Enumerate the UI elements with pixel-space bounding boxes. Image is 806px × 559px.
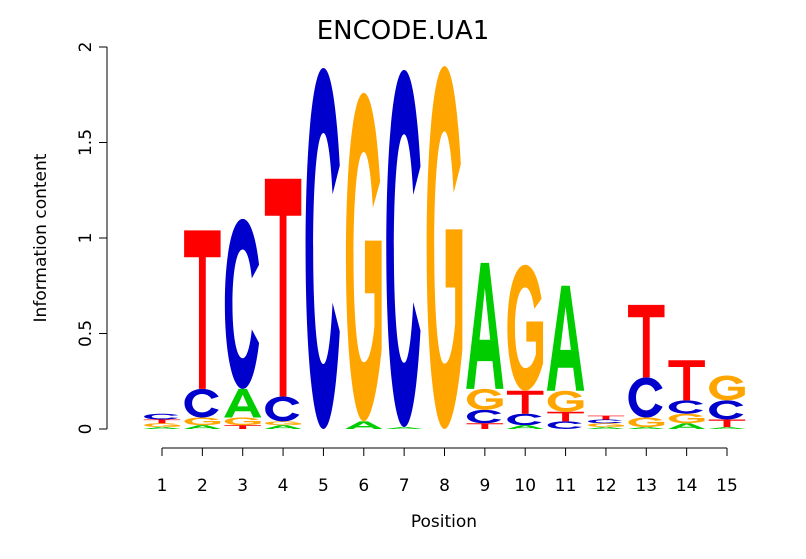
logo-letter-C — [668, 400, 703, 414]
letter-stack — [627, 304, 665, 429]
logo-letter-T — [506, 390, 544, 414]
x-axis: 1 2 3 4 5 6 7 8 9 10 11 12 13 14 15 — [157, 447, 738, 496]
letter-stack — [264, 178, 302, 429]
logo-letter-C — [588, 419, 623, 424]
x-tick-label: 8 — [439, 476, 450, 496]
x-axis-label: Position — [411, 512, 477, 532]
logo-letter-G — [547, 390, 584, 412]
letter-stacks — [143, 66, 746, 429]
logo-letter-C — [224, 218, 260, 389]
y-tick-label: 0.5 — [76, 320, 96, 347]
x-tick-label: 11 — [555, 476, 577, 496]
y-tick-label: 1 — [76, 233, 96, 244]
logo-letter-T — [628, 304, 665, 378]
logo-letter-C — [184, 388, 219, 418]
logo-letter-C — [628, 377, 663, 418]
letter-stack — [546, 285, 585, 429]
logo-letter-T — [184, 230, 221, 389]
logo-letter-T — [708, 419, 746, 428]
logo-letter-T — [466, 423, 504, 429]
logo-letter-C — [305, 68, 340, 429]
logo-letter-T — [143, 419, 181, 424]
x-tick-label: 12 — [595, 476, 617, 496]
logo-letter-G — [466, 388, 503, 410]
logo-letter-A — [466, 262, 504, 389]
logo-letter-A — [385, 427, 423, 429]
logo-letter-G — [345, 92, 382, 422]
logo-letter-C — [507, 413, 542, 426]
logo-letter-C — [466, 409, 502, 424]
letter-stack — [426, 66, 463, 429]
logo-letter-A — [264, 425, 302, 429]
letter-stack — [183, 230, 221, 429]
logo-letter-A — [546, 285, 585, 391]
logo-letter-A — [708, 427, 746, 429]
letter-stack — [506, 264, 544, 429]
chart-title: ENCODE.UA1 — [317, 16, 490, 46]
x-tick-label: 10 — [514, 476, 536, 496]
letter-stack — [345, 92, 383, 429]
logo-letter-G — [668, 413, 705, 424]
logo-letter-G — [507, 264, 544, 391]
logo-letter-A — [224, 388, 262, 418]
letter-stack — [466, 262, 504, 429]
logo-letter-C — [709, 400, 744, 420]
logo-letter-G — [588, 423, 624, 428]
logo-letter-A — [183, 425, 221, 429]
x-tick-label: 14 — [676, 476, 698, 496]
letter-stack — [385, 69, 423, 429]
logo-letter-A — [345, 421, 383, 429]
x-tick-label: 13 — [635, 476, 657, 496]
logo-letter-C — [265, 396, 300, 422]
logo-letter-G — [184, 417, 221, 426]
logo-letter-A — [506, 425, 544, 429]
x-tick-label: 5 — [318, 476, 329, 496]
x-tick-label: 15 — [716, 476, 738, 496]
y-axis-label: Information content — [31, 153, 51, 322]
letter-stack — [587, 415, 625, 429]
x-tick-label: 6 — [358, 476, 369, 496]
x-tick-label: 3 — [237, 476, 248, 496]
x-tick-label: 4 — [278, 476, 289, 496]
logo-letter-C — [547, 421, 582, 429]
logo-letter-G — [144, 423, 180, 428]
logo-letter-G — [224, 417, 261, 426]
x-tick-label: 1 — [157, 476, 168, 496]
x-tick-label: 9 — [479, 476, 490, 496]
logo-letter-T — [587, 415, 625, 420]
logo-letter-T — [547, 411, 584, 422]
letter-stack — [668, 360, 706, 429]
logo-letter-A — [143, 427, 181, 429]
y-tick-label: 1.5 — [76, 129, 96, 156]
y-axis: 0 0.5 1 1.5 2 — [76, 42, 108, 435]
logo-letter-G — [426, 66, 463, 429]
logo-letter-G — [628, 417, 665, 428]
letter-stack — [224, 218, 262, 429]
logo-letter-T — [224, 425, 261, 429]
letter-stack — [708, 375, 746, 429]
logo-letter-G — [709, 375, 745, 401]
logo-letter-C — [386, 69, 421, 428]
x-tick-label: 2 — [197, 476, 208, 496]
logo-letter-T — [264, 178, 302, 397]
logo-letter-A — [627, 427, 665, 429]
logo-letter-A — [668, 423, 706, 429]
letter-stack — [305, 68, 340, 429]
letter-stack — [143, 413, 181, 429]
y-tick-label: 0 — [76, 424, 96, 435]
logo-letter-C — [144, 413, 179, 420]
logo-letter-T — [668, 360, 705, 401]
logo-letter-A — [587, 427, 625, 429]
y-tick-label: 2 — [76, 42, 96, 53]
x-tick-label: 7 — [399, 476, 410, 496]
logo-letter-G — [265, 421, 301, 426]
